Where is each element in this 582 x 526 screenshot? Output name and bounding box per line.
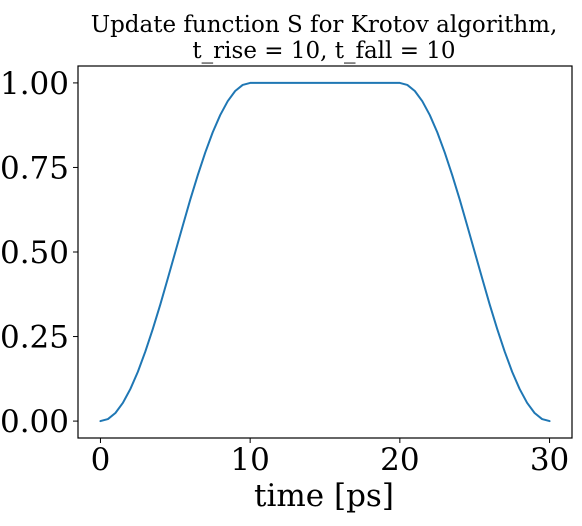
y-tick-label: 0.75 — [0, 150, 69, 186]
y-tick-label: 0.00 — [0, 404, 69, 440]
y-axis-ticks: 0.00 0.25 0.50 0.75 1.00 — [0, 66, 78, 440]
chart-title-line-2: t_rise = 10, t_fall = 10 — [192, 38, 455, 64]
x-axis-ticks: 0 10 20 30 — [91, 438, 569, 478]
chart-title-line-1: Update function S for Krotov algorithm, — [91, 12, 558, 38]
x-axis-label: time [ps] — [254, 478, 394, 514]
y-tick-label: 0.50 — [0, 235, 69, 271]
y-tick-label: 1.00 — [0, 66, 69, 102]
x-tick-label: 10 — [230, 442, 269, 478]
plot-frame — [77, 65, 573, 439]
x-tick-label: 30 — [530, 442, 569, 478]
x-tick-label: 0 — [91, 442, 111, 478]
series-line — [99, 81, 551, 423]
y-tick-label: 0.25 — [0, 320, 69, 356]
x-tick-label: 20 — [380, 442, 419, 478]
